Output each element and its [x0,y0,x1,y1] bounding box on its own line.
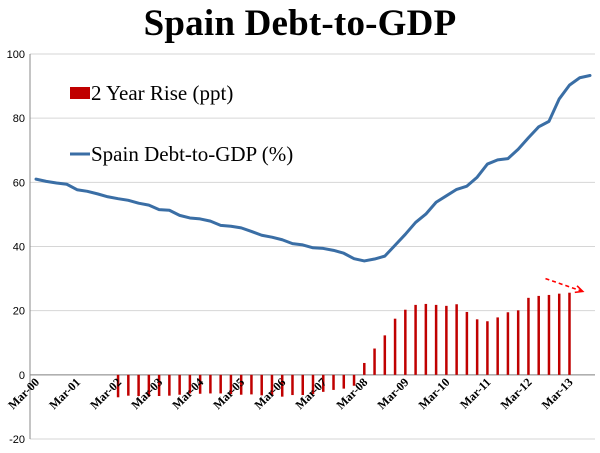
x-tick-label: Mar-08 [334,375,371,412]
bar [455,304,458,375]
y-tick-label: 100 [7,49,25,61]
bar [311,374,315,395]
y-tick-label: 60 [13,177,25,189]
bar [209,374,212,394]
x-tick-label: Mar-07 [292,375,329,412]
annotation-arrow-head [574,285,585,294]
bar [434,304,438,375]
bar [496,317,499,375]
bar [178,374,181,395]
bar [147,374,151,397]
bar [260,374,263,396]
bar [527,297,530,375]
bar [280,374,284,397]
bar [486,321,489,375]
series-line [34,74,592,263]
x-tick-label: Mar-11 [457,375,493,411]
bar [414,304,417,375]
legend-swatch-bar [70,87,90,99]
bar [229,374,233,395]
y-tick-label: -20 [9,434,25,446]
bar [270,374,274,396]
chart-title: Spain Debt-to-GDP [143,3,457,44]
bar [137,374,140,397]
bar [383,335,387,375]
bar [537,295,540,375]
bar [198,374,202,394]
bar [475,319,479,375]
bar [332,374,335,390]
bar [424,303,428,375]
y-tick-label: 80 [13,113,25,125]
x-tick-label: Mar-13 [539,375,576,412]
y-tick-label: 40 [13,242,25,254]
bar [506,312,510,375]
bar [373,348,376,375]
bar [239,374,243,395]
bar [291,374,294,396]
bar [116,374,120,398]
bar [157,374,161,397]
bar [188,374,192,394]
y-tick-label: 0 [19,370,25,382]
x-tick-label: Mar-10 [416,375,453,412]
bar [322,374,325,392]
bar [250,374,253,395]
bar [445,305,448,375]
y-tick-label: 20 [13,306,25,318]
bar [516,310,520,375]
bar [352,374,356,386]
bar [168,374,171,396]
x-tick-label: Mar-09 [375,375,412,412]
legend-label-line: Spain Debt-to-GDP (%) [91,142,293,166]
bar [301,374,304,396]
bar [547,294,551,375]
bar [127,374,130,396]
bar [568,292,571,375]
legend-label-bar: 2 Year Rise (ppt) [91,81,233,105]
bar [219,374,222,394]
bar [342,374,346,389]
x-tick-label: Mar-01 [46,375,83,412]
annotation-arrow-line [545,277,584,293]
bar [465,311,469,375]
bar [363,362,366,375]
x-tick-label: Mar-12 [498,375,535,412]
bar [393,318,397,375]
bar [404,309,407,375]
bar [557,293,561,375]
